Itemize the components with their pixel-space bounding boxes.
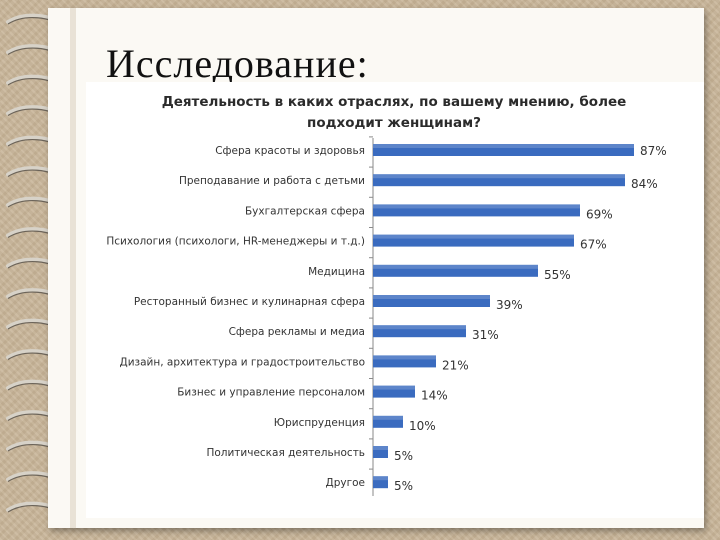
category-label: Бизнес и управление персоналом bbox=[177, 387, 365, 399]
value-label: 5% bbox=[394, 479, 413, 493]
bar-highlight bbox=[373, 446, 388, 450]
value-label: 55% bbox=[544, 268, 571, 282]
bar-highlight bbox=[373, 204, 580, 209]
bar-highlight bbox=[373, 295, 490, 299]
bar-chart: Деятельность в каких отраслях, по вашему… bbox=[106, 94, 667, 496]
bar bbox=[373, 264, 538, 277]
category-label: Медицина bbox=[308, 266, 365, 278]
bar bbox=[373, 325, 466, 338]
bar bbox=[373, 446, 388, 458]
category-label: Дизайн, архитектура и градостроительство bbox=[120, 356, 365, 368]
bar-highlight bbox=[373, 234, 574, 239]
bar-highlight bbox=[373, 144, 634, 148]
bar bbox=[373, 355, 436, 368]
bar-highlight bbox=[373, 174, 625, 179]
bar-highlight bbox=[373, 325, 466, 330]
bar bbox=[373, 174, 625, 187]
value-label: 10% bbox=[409, 419, 436, 433]
category-label: Юриспруденция bbox=[274, 417, 365, 429]
bar bbox=[373, 295, 490, 307]
bar bbox=[373, 385, 415, 398]
category-label: Сфера рекламы и медиа bbox=[229, 326, 365, 338]
category-label: Преподавание и работа с детьми bbox=[179, 175, 365, 187]
category-label: Сфера красоты и здоровья bbox=[215, 145, 365, 157]
bar bbox=[373, 476, 388, 489]
paper-margin-strip bbox=[70, 8, 76, 528]
bar bbox=[373, 234, 574, 247]
value-label: 21% bbox=[442, 358, 469, 372]
value-label: 69% bbox=[586, 207, 613, 221]
bar bbox=[373, 144, 634, 156]
chart-title-line-1: Деятельность в каких отраслях, по вашему… bbox=[162, 94, 627, 110]
bar-highlight bbox=[373, 385, 415, 390]
value-label: 14% bbox=[421, 389, 448, 403]
bar-highlight bbox=[373, 355, 436, 360]
value-label: 84% bbox=[631, 177, 658, 191]
category-label: Другое bbox=[326, 477, 365, 489]
bar bbox=[373, 204, 580, 217]
bar-highlight bbox=[373, 415, 403, 420]
chart-panel: Деятельность в каких отраслях, по вашему… bbox=[86, 82, 704, 518]
bar-highlight bbox=[373, 476, 388, 481]
category-label: Психология (психологи, HR-менеджеры и т.… bbox=[106, 236, 365, 248]
value-label: 5% bbox=[394, 449, 413, 463]
slide-title: Исследование: bbox=[106, 41, 369, 86]
value-label: 87% bbox=[640, 144, 667, 158]
category-label: Политическая деятельность bbox=[206, 447, 365, 459]
bar-highlight bbox=[373, 264, 538, 269]
value-label: 39% bbox=[496, 298, 523, 312]
value-label: 67% bbox=[580, 238, 607, 252]
category-label: Бухгалтерская сфера bbox=[245, 205, 365, 217]
bars-layer: Сфера красоты и здоровья 87% Преподавание … bbox=[106, 136, 667, 493]
value-label: 31% bbox=[472, 328, 499, 342]
category-label: Ресторанный бизнес и кулинарная сфера bbox=[134, 296, 365, 308]
chart-title-line-2: подходит женщинам? bbox=[307, 115, 481, 131]
bar bbox=[373, 415, 403, 428]
